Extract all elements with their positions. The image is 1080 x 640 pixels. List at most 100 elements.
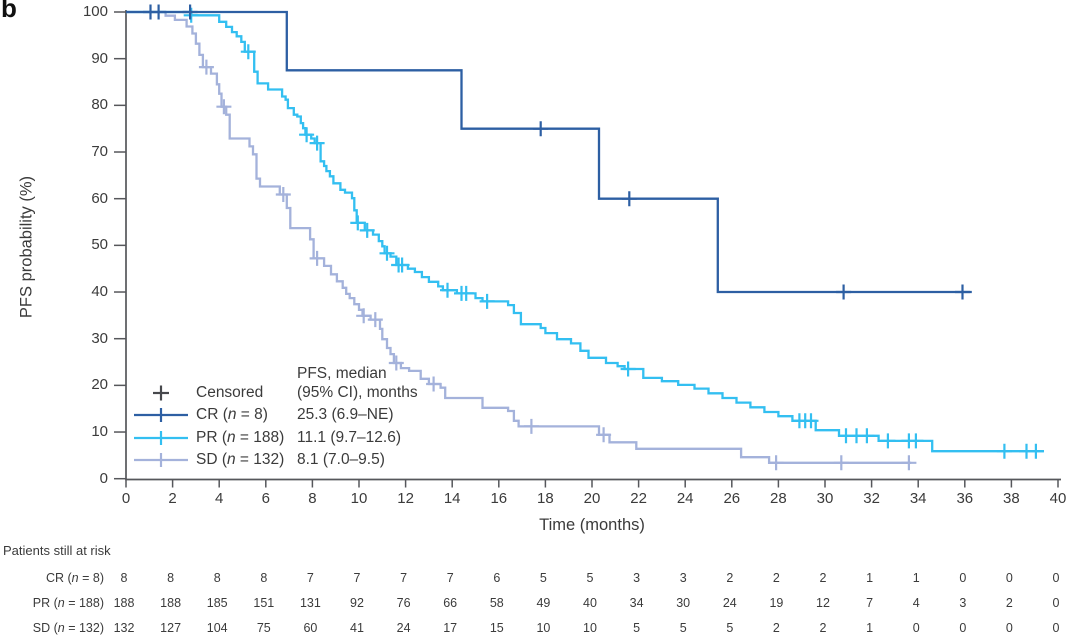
risk-value: 0 — [1052, 571, 1060, 585]
x-tick-label: 4 — [215, 490, 224, 507]
x-axis-title: Time (months) — [539, 516, 645, 534]
risk-value: 75 — [256, 621, 271, 635]
x-tick-label: 32 — [863, 490, 880, 507]
y-tick-label: 0 — [99, 469, 108, 487]
risk-value: 3 — [959, 596, 967, 610]
risk-value: 2 — [1005, 596, 1013, 610]
legend: PFS, median (95% CI), months Censored CR… — [0, 0, 480, 480]
legend-row-sd: SD (n = 132) 8.1 (7.0–9.5) — [0, 450, 480, 470]
risk-value: 76 — [396, 596, 411, 610]
y-tick-label: 30 — [91, 329, 108, 347]
risk-value: 8 — [120, 571, 128, 585]
risk-value: 188 — [113, 596, 135, 610]
risk-value: 60 — [303, 621, 318, 635]
risk-value: 10 — [536, 621, 551, 635]
x-tick-label: 0 — [121, 490, 131, 507]
risk-value: 7 — [400, 571, 408, 585]
risk-value: 3 — [679, 571, 687, 585]
x-tick-label: 36 — [956, 490, 974, 507]
y-tick-label: 20 — [91, 376, 108, 394]
y-tick-label: 10 — [91, 423, 108, 441]
risk-value: 2 — [726, 571, 734, 585]
y-tick-label: 70 — [91, 143, 108, 160]
y-tick-label: 60 — [91, 189, 108, 207]
risk-value: 2 — [819, 571, 827, 585]
x-tick-label: 40 — [1049, 490, 1067, 507]
risk-value: 10 — [583, 621, 597, 635]
risk-value: 17 — [443, 621, 458, 635]
risk-value: 7 — [353, 571, 361, 585]
risk-value: 12 — [816, 596, 830, 610]
risk-value: 4 — [912, 596, 920, 610]
risk-value: 7 — [866, 596, 874, 610]
risk-value: 2 — [772, 621, 780, 635]
y-tick-label: 90 — [91, 49, 108, 67]
sd-key-line-icon — [134, 453, 188, 467]
plus-icon — [153, 385, 169, 401]
risk-value: 127 — [160, 621, 182, 635]
risk-value: 15 — [489, 621, 504, 635]
km-curve-sd — [126, 10, 912, 464]
x-tick-label: 22 — [630, 490, 647, 507]
x-tick-label: 34 — [909, 490, 927, 507]
legend-pr-label: PR (n = 188) — [196, 428, 285, 446]
km-curve-pr — [126, 10, 1044, 453]
risk-value: 7 — [306, 571, 314, 585]
risk-value: 24 — [396, 621, 411, 635]
risk-value: 5 — [633, 621, 641, 635]
x-tick-label: 6 — [261, 490, 270, 507]
risk-value: 49 — [536, 596, 551, 610]
pr-key-line-icon — [134, 430, 188, 445]
risk-value: 1 — [912, 571, 920, 585]
legend-row-pr: PR (n = 188) 11.1 (9.7–12.6) — [0, 428, 480, 448]
risk-value: 0 — [1005, 571, 1013, 585]
x-tick-label: 8 — [308, 490, 317, 507]
risk-value: 3 — [633, 571, 641, 585]
x-tick-label: 24 — [676, 490, 694, 507]
risk-value: 8 — [260, 571, 268, 585]
risk-value: 19 — [769, 596, 784, 610]
y-tick-label: 80 — [91, 96, 108, 114]
risk-value: 188 — [160, 596, 182, 610]
risk-value: 132 — [113, 621, 135, 635]
legend-row-cr: CR (n = 8) 25.3 (6.9–NE) — [0, 405, 480, 425]
x-tick-label: 30 — [816, 490, 834, 507]
legend-sd-median: 8.1 (7.0–9.5) — [297, 451, 385, 468]
risk-value: 0 — [1052, 621, 1060, 635]
y-tick-label: 50 — [91, 236, 108, 254]
risk-value: 1 — [866, 621, 874, 635]
risk-value: 24 — [722, 596, 737, 610]
x-tick-label: 38 — [1003, 490, 1020, 507]
km-curve-cr — [126, 10, 972, 294]
legend-pr-median: 11.1 (9.7–12.6) — [297, 428, 401, 446]
median-column-header: PFS, median (95% CI), months — [297, 364, 418, 402]
censor-marks-sd — [198, 59, 917, 471]
panel-label: b — [1, 0, 17, 23]
legend-sd-label: SD (n = 132) — [196, 451, 285, 468]
risk-value: 30 — [676, 596, 691, 610]
censor-marks-cr — [143, 4, 970, 300]
legend-cr-median: 25.3 (6.9–NE) — [297, 406, 394, 423]
x-tick-label: 10 — [350, 490, 368, 507]
y-tick-label: 100 — [82, 3, 108, 20]
risk-value: 8 — [167, 571, 175, 585]
x-tick-label: 14 — [443, 490, 461, 507]
risk-value: 8 — [213, 571, 221, 585]
x-tick-label: 2 — [168, 490, 177, 507]
risk-value: 58 — [489, 596, 504, 610]
y-tick-label: 40 — [91, 283, 108, 301]
risk-value: 131 — [299, 596, 321, 610]
x-tick-label: 28 — [770, 490, 787, 507]
risk-value: 34 — [629, 596, 644, 610]
risk-value: 0 — [1005, 621, 1013, 635]
median-header-line2: (95% CI), months — [297, 384, 418, 401]
cr-key-line-icon — [134, 408, 188, 422]
risk-value: 41 — [350, 621, 364, 635]
risk-value: 7 — [446, 571, 454, 585]
risk-value: 1 — [866, 571, 874, 585]
risk-value: 0 — [1052, 596, 1060, 610]
median-header-line1: PFS, median — [297, 365, 387, 382]
legend-row-censored: Censored — [0, 383, 480, 403]
